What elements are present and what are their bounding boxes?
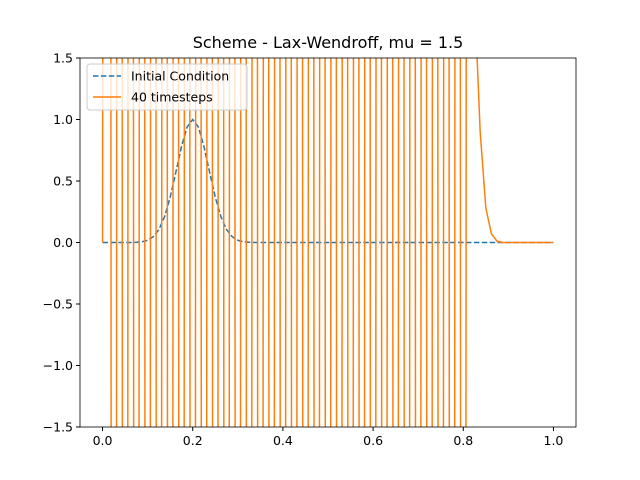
- x-tick-label: 0.2: [183, 433, 203, 448]
- chart-title: Scheme - Lax-Wendroff, mu = 1.5: [193, 33, 464, 52]
- x-tick-label: 0.4: [273, 433, 293, 448]
- y-tick-label: 1.0: [53, 112, 73, 127]
- x-tick-label: 1.0: [544, 433, 564, 448]
- x-tick-label: 0.8: [453, 433, 473, 448]
- y-tick-label: 0.5: [53, 174, 73, 189]
- legend-label: Initial Condition: [131, 69, 229, 84]
- legend-label: 40 timesteps: [131, 90, 213, 105]
- legend-box: [86, 63, 248, 111]
- x-tick-label: 0.6: [363, 433, 383, 448]
- series-line: [101, 58, 554, 427]
- y-tick-label: −0.5: [43, 297, 73, 312]
- x-tick-label: 0.0: [93, 433, 113, 448]
- y-tick-label: 1.5: [53, 51, 73, 66]
- y-tick-label: −1.0: [43, 358, 73, 373]
- series-line: [102, 118, 554, 244]
- plot-area: [101, 58, 554, 427]
- y-tick-label: 0.0: [53, 235, 73, 250]
- axes-frame: [79, 57, 577, 428]
- y-tick-label: −1.5: [43, 420, 73, 435]
